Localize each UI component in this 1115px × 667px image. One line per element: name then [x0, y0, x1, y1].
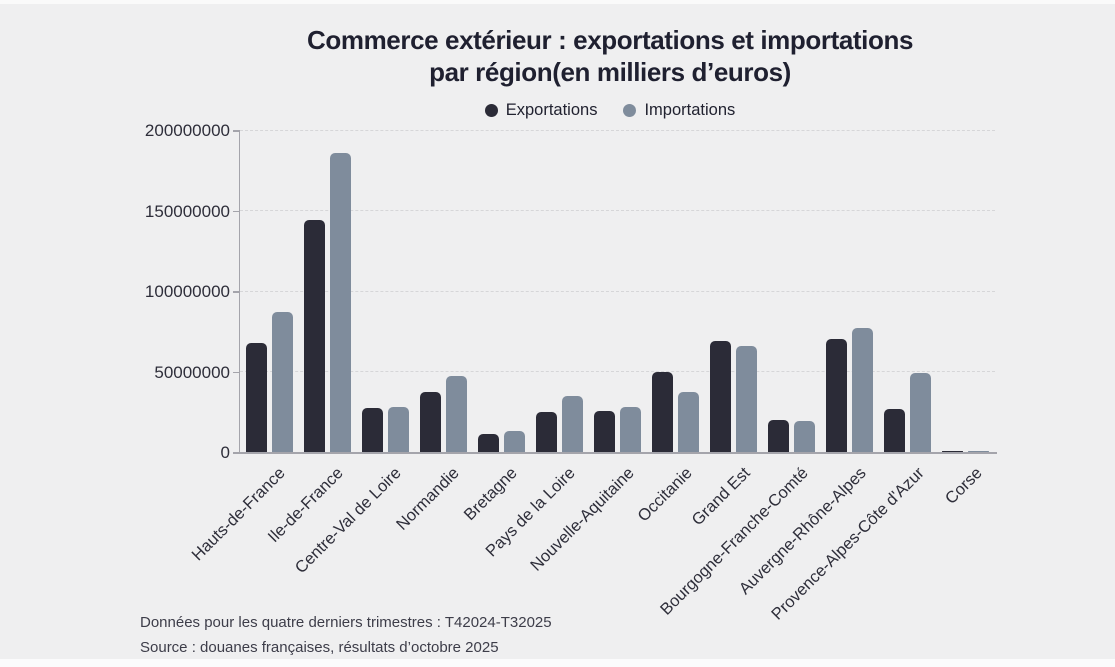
y-axis-label: 0	[220, 443, 230, 462]
gridline	[240, 371, 995, 372]
x-axis-label: Normandie	[393, 464, 463, 534]
page-top-edge	[0, 0, 1115, 4]
bar-export-10	[768, 419, 790, 452]
x-axis-label: Corse	[941, 464, 986, 508]
bar-export-8	[652, 371, 674, 452]
bar-import-12	[910, 373, 932, 452]
legend-label: Importations	[644, 101, 736, 119]
footer-note: Données pour les quatre derniers trimest…	[140, 614, 552, 631]
bar-export-13	[942, 451, 964, 452]
chart-legend: Exportations Importations	[105, 101, 1115, 120]
chart-title-line1: Commerce extérieur : exportations et imp…	[307, 25, 913, 55]
bar-export-4	[419, 391, 441, 452]
bar-export-5	[477, 433, 499, 452]
bar-import-5	[503, 431, 525, 452]
bar-import-13	[968, 450, 990, 452]
chart-header: Commerce extérieur : exportations et imp…	[105, 24, 1115, 88]
y-axis-tick	[233, 210, 240, 212]
bar-export-1	[245, 343, 267, 452]
gridline	[240, 290, 995, 292]
y-axis-label: 100000000	[144, 282, 230, 301]
x-axis-label: Occitanie	[633, 464, 696, 526]
bar-import-8	[678, 392, 700, 452]
y-axis-label: 200000000	[144, 121, 230, 140]
bar-export-7	[594, 410, 615, 452]
bar-import-3	[387, 406, 409, 452]
legend-item-importations[interactable]: Importations	[623, 101, 735, 120]
x-axis-line	[239, 452, 997, 454]
bar-export-6	[535, 411, 557, 452]
bar-import-1	[271, 311, 293, 452]
legend-item-exportations[interactable]: Exportations	[484, 101, 598, 120]
legend-label: Exportations	[505, 101, 598, 119]
gridline	[240, 210, 995, 211]
chart-title-line2: par région(en milliers d’euros)	[429, 57, 791, 87]
bar-export-2	[303, 220, 325, 452]
importations-swatch-icon	[623, 104, 637, 117]
chart-footer: Données pour les quatre derniers trimest…	[140, 610, 552, 660]
bar-import-7	[620, 406, 641, 452]
y-axis-tick	[233, 371, 240, 373]
x-axis-label: Nouvelle-Aquitaine	[526, 464, 638, 575]
bar-import-4	[445, 375, 467, 452]
y-axis-label: 50000000	[154, 362, 230, 382]
bar-import-6	[561, 396, 583, 452]
bar-import-11	[852, 328, 874, 452]
bar-export-12	[884, 409, 906, 452]
y-axis-line	[238, 130, 240, 452]
x-axis-label: Hauts-de-France	[188, 464, 289, 565]
y-axis-tick	[233, 130, 240, 132]
y-axis-tick	[233, 291, 240, 293]
gridline	[240, 129, 995, 131]
y-axis-tick	[233, 452, 240, 454]
footer-source: Source : douanes françaises, résultats d…	[140, 639, 499, 656]
page-bottom-edge	[0, 659, 1115, 667]
bar-export-9	[710, 340, 732, 452]
bar-import-2	[329, 152, 351, 452]
bar-import-10	[794, 421, 816, 452]
bar-export-11	[826, 339, 848, 452]
x-axis-label: Centre-Val de Loire	[291, 464, 405, 578]
bar-export-3	[361, 407, 383, 452]
bar-import-9	[736, 345, 758, 452]
y-axis-label: 150000000	[144, 201, 230, 221]
exportations-swatch-icon	[484, 104, 498, 117]
